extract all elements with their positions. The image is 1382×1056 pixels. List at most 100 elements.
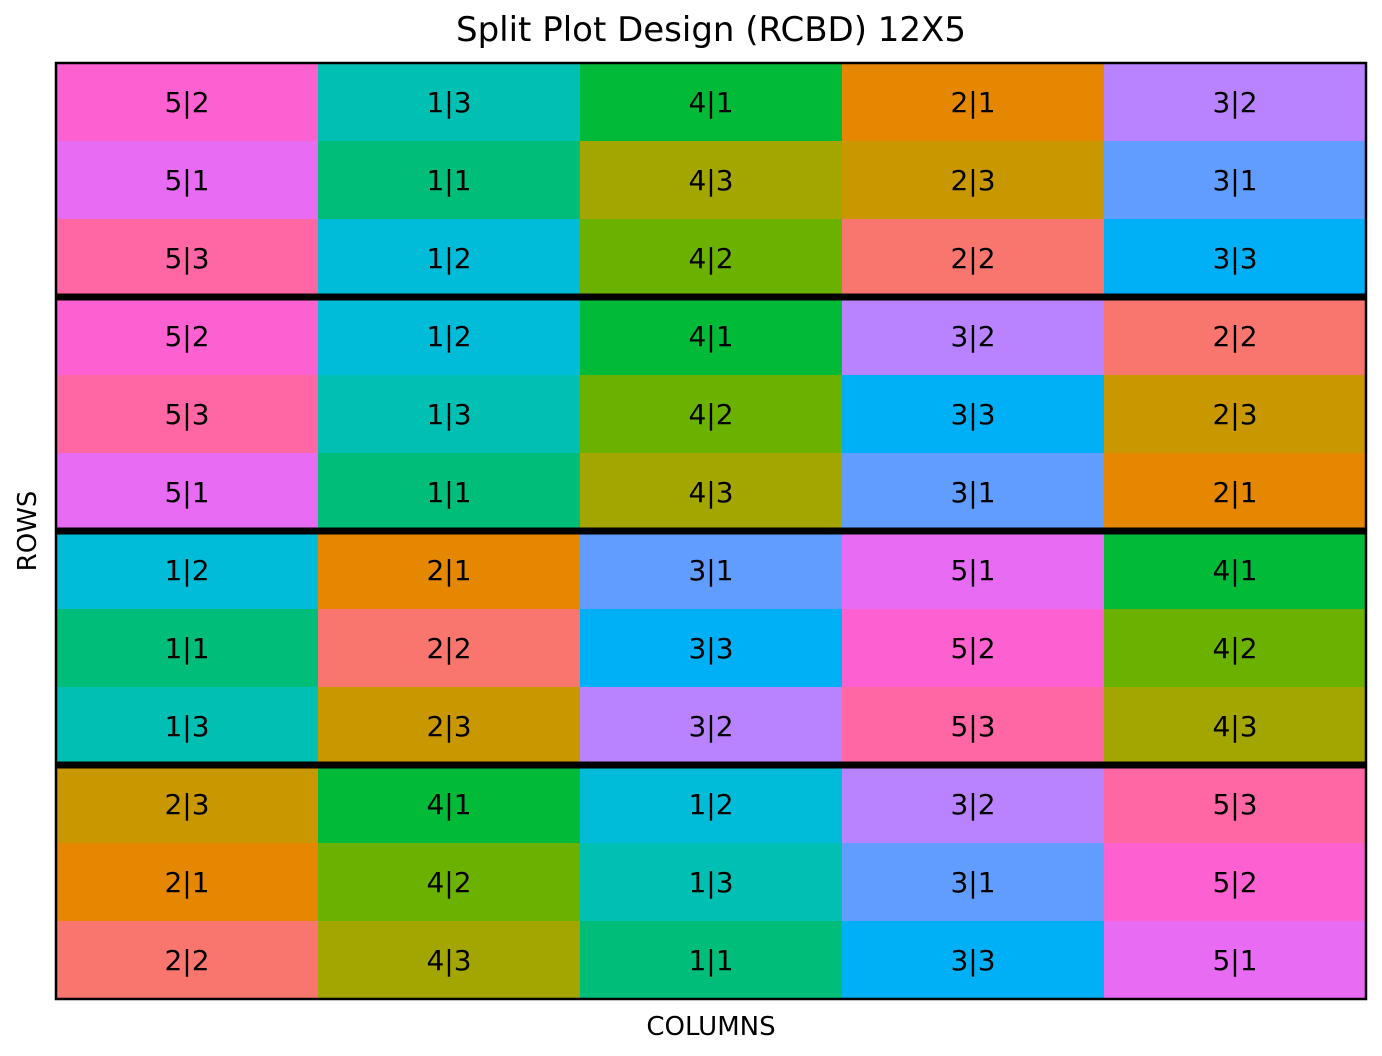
cell-label: 3|2 (950, 788, 995, 821)
cell-label: 3|1 (950, 476, 995, 509)
plot-cell (1104, 687, 1367, 766)
cell-label: 2|3 (1212, 398, 1257, 431)
cell-label: 4|1 (1212, 554, 1257, 587)
plot-cell (318, 531, 581, 610)
cell-label: 4|3 (426, 944, 471, 977)
cell-label: 3|3 (950, 398, 995, 431)
cell-label: 2|3 (950, 164, 995, 197)
plot-cell (1104, 219, 1367, 298)
cell-label: 2|1 (426, 554, 471, 587)
plot-cell (1104, 141, 1367, 220)
cell-label: 5|3 (164, 242, 209, 275)
cell-label: 3|2 (688, 710, 733, 743)
plot-cells: 5|2 1|3 4|1 2|1 3|2 5|1 1|1 4|3 2|3 3|1 5|3 1|2 4|2 2… (56, 63, 1367, 1000)
plot-cell (56, 453, 319, 532)
plot-cell (1104, 531, 1367, 610)
plot-cell (56, 531, 319, 610)
x-axis-label: COLUMNS (646, 1012, 775, 1042)
plot-cell (318, 375, 581, 454)
cell-label: 5|3 (950, 710, 995, 743)
cell-label: 5|1 (1212, 944, 1257, 977)
plot-cell (1104, 765, 1367, 844)
cell-label: 2|3 (164, 788, 209, 821)
plot-cell (1104, 609, 1367, 688)
cell-label: 1|1 (426, 164, 471, 197)
plot-cell (56, 63, 319, 142)
cell-label: 4|1 (426, 788, 471, 821)
plot-border (54, 61, 1368, 1001)
plot-cell (842, 921, 1105, 1000)
cell-label: 3|2 (950, 320, 995, 353)
plot-cell (580, 63, 843, 142)
cell-label: 1|1 (164, 632, 209, 665)
plot-cell (1104, 843, 1367, 922)
plot-cell (580, 375, 843, 454)
plot-cell (56, 297, 319, 376)
cell-label: 2|1 (1212, 476, 1257, 509)
cell-label: 1|3 (164, 710, 209, 743)
cell-label: 2|2 (1212, 320, 1257, 353)
plot-cell (56, 687, 319, 766)
plot-cell (56, 141, 319, 220)
cell-label: 4|2 (688, 242, 733, 275)
cell-label: 1|2 (688, 788, 733, 821)
plot-cell (56, 375, 319, 454)
cell-label: 2|2 (950, 242, 995, 275)
plot-cell (1104, 921, 1367, 1000)
plot-cell (318, 609, 581, 688)
plot-cell (580, 297, 843, 376)
plot-cell (1104, 453, 1367, 532)
plot-cell (56, 843, 319, 922)
plot-cell (318, 141, 581, 220)
cell-label: 4|1 (688, 86, 733, 119)
plot-cell (56, 765, 319, 844)
plot-cell (580, 453, 843, 532)
cell-label: 5|3 (164, 398, 209, 431)
plot-cell (842, 141, 1105, 220)
cell-label: 4|3 (1212, 710, 1257, 743)
cell-label: 3|3 (950, 944, 995, 977)
cell-label: 3|1 (950, 866, 995, 899)
plot-cell (1104, 297, 1367, 376)
plot-cell (318, 453, 581, 532)
cell-label: 5|1 (164, 164, 209, 197)
cell-label: 2|3 (426, 710, 471, 743)
plot-cell (318, 843, 581, 922)
plot-cell (842, 453, 1105, 532)
plot-cell (842, 297, 1105, 376)
cell-label: 1|3 (688, 866, 733, 899)
cell-label: 4|3 (688, 164, 733, 197)
cell-label: 3|3 (688, 632, 733, 665)
cell-label: 1|3 (426, 86, 471, 119)
plot-cell (56, 921, 319, 1000)
cell-label: 1|1 (688, 944, 733, 977)
plot-cell (842, 609, 1105, 688)
plot-cell (842, 765, 1105, 844)
y-axis-label: ROWS (13, 491, 43, 572)
cell-label: 2|1 (950, 86, 995, 119)
plot-cell (842, 219, 1105, 298)
plot-cell (580, 531, 843, 610)
plot-cell (580, 921, 843, 1000)
cell-label: 1|3 (426, 398, 471, 431)
plot-cell (56, 219, 319, 298)
cell-label: 2|1 (164, 866, 209, 899)
cell-label: 1|1 (426, 476, 471, 509)
cell-label: 5|1 (164, 476, 209, 509)
cell-label: 1|2 (426, 242, 471, 275)
cell-label: 2|2 (164, 944, 209, 977)
cell-label: 5|1 (950, 554, 995, 587)
cell-label: 3|2 (1212, 86, 1257, 119)
chart-title: Split Plot Design (RCBD) 12X5 (456, 10, 966, 50)
plot-cell (842, 843, 1105, 922)
plot-cell (580, 609, 843, 688)
plot-cell (318, 921, 581, 1000)
plot-cell (318, 63, 581, 142)
block-separators (56, 293, 1366, 769)
cell-label: 4|2 (1212, 632, 1257, 665)
cell-label: 3|3 (1212, 242, 1257, 275)
cell-label: 5|2 (1212, 866, 1257, 899)
cell-label: 5|2 (164, 86, 209, 119)
plot-cell (842, 531, 1105, 610)
cell-label: 3|1 (688, 554, 733, 587)
